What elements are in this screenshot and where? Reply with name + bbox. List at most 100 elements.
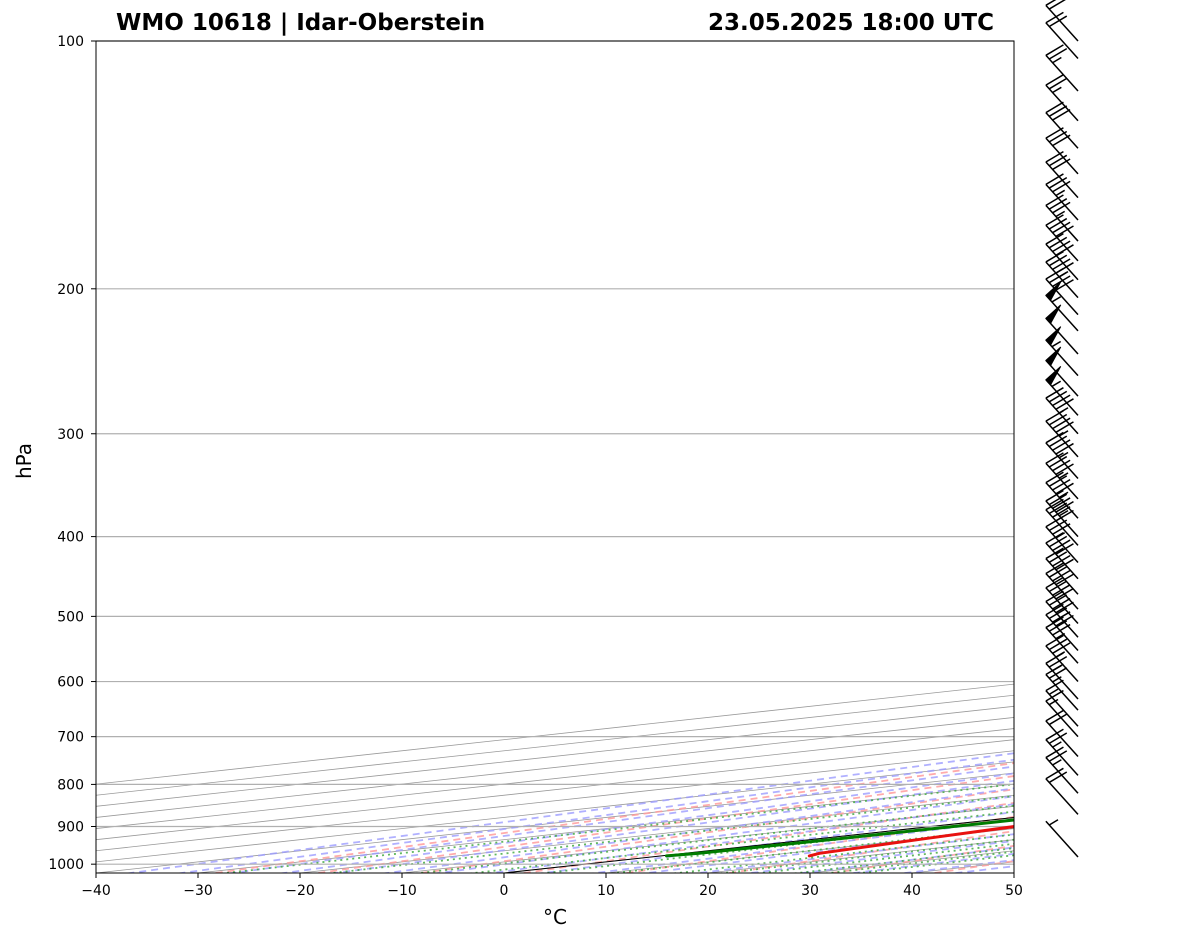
wind-barb-shaft — [1045, 4, 1079, 42]
wind-barb-flag — [1045, 679, 1064, 692]
wind-barb — [1045, 689, 1079, 738]
wind-barb-shaft — [1045, 509, 1079, 546]
x-tick-label: 40 — [903, 883, 921, 899]
wind-barb — [1045, 498, 1079, 546]
wind-barb-shaft — [1045, 757, 1079, 794]
x-axis-label: °C — [543, 905, 567, 929]
mixing-ratio-line — [411, 804, 1014, 873]
wind-barb-shaft — [1045, 645, 1079, 683]
x-tick-label: −40 — [81, 883, 111, 899]
mixing-ratio-line — [537, 818, 1014, 873]
wind-barb-shaft — [1045, 558, 1079, 595]
wind-barb-shaft — [1045, 22, 1079, 59]
wind-barb-flag — [1048, 771, 1068, 784]
wind-barb-half-flag — [1055, 210, 1066, 218]
wind-barb-shaft — [1045, 690, 1079, 727]
wind-barb — [1045, 590, 1079, 638]
wind-barb-flag — [1048, 236, 1068, 249]
y-tick-label: 500 — [57, 609, 84, 625]
mixing-ratio-line — [324, 795, 1014, 873]
wind-barb-flag — [1052, 221, 1071, 234]
wind-barb-flag — [1045, 11, 1064, 24]
wind-barb-flag — [1052, 240, 1071, 253]
moist-adiabat-line — [483, 803, 1014, 873]
wind-barb-flag — [1045, 387, 1064, 399]
wind-barb-flag — [1045, 0, 1057, 6]
wind-barb-flag — [1048, 177, 1068, 189]
wind-barb-flag — [1045, 728, 1064, 741]
wind-barb-shaft — [1045, 739, 1079, 776]
y-tick-label: 900 — [57, 820, 84, 836]
wind-barb-shaft — [1045, 778, 1079, 815]
wind-barb-flag — [1045, 709, 1064, 722]
pressure-gridlines — [96, 40, 1014, 865]
wind-barb-flag — [1045, 194, 1064, 207]
wind-barb-flag — [1045, 101, 1064, 114]
wind-barb-half-flag — [1058, 407, 1069, 414]
wind-barb-shaft — [1045, 294, 1079, 332]
wind-barb-flag — [1048, 638, 1068, 651]
wind-barb-flag — [1052, 597, 1071, 610]
wind-barb-shaft — [1045, 359, 1079, 397]
x-tick-label: −10 — [387, 883, 417, 899]
wind-barb-shaft — [1045, 161, 1079, 199]
wind-barb-half-flag — [1058, 472, 1069, 479]
wind-barb-flag — [1045, 590, 1064, 603]
wind-barb-flag — [1048, 217, 1068, 230]
wind-barb-half-flag — [1052, 56, 1062, 64]
wind-barb-half-flag — [1052, 676, 1062, 683]
wind-barb-shaft — [1045, 442, 1079, 480]
wind-barb — [1045, 603, 1079, 651]
wind-barb-shaft — [1045, 204, 1079, 242]
wind-barb-half-flag — [1052, 86, 1062, 94]
wind-barb-shaft — [1045, 627, 1079, 664]
wind-barb-shaft — [1045, 700, 1079, 738]
wind-barb-flag — [1045, 498, 1064, 511]
wind-barb-flag — [1052, 478, 1071, 491]
moist-adiabat-line — [535, 811, 1014, 873]
wind-barb-flag — [1045, 489, 1064, 502]
y-tick-label: 100 — [57, 34, 84, 50]
wind-barb-half-flag — [1052, 664, 1062, 672]
wind-barb-shaft — [1045, 183, 1079, 221]
wind-barb-flag — [1048, 15, 1068, 28]
wind-barb — [1045, 452, 1079, 500]
wind-barb-half-flag — [1052, 759, 1062, 766]
wind-barb-half-flag — [1048, 688, 1059, 695]
x-tick-label: 10 — [597, 883, 615, 899]
wind-barb-flag — [1048, 475, 1068, 487]
wind-barb-flag — [1048, 667, 1068, 679]
wind-barb — [1045, 101, 1079, 149]
wind-barb-flag — [1052, 201, 1071, 214]
wind-barb-flag — [1048, 0, 1066, 10]
moist-adiabat-line — [277, 772, 1014, 873]
wind-barb — [1045, 304, 1079, 355]
wind-barb-flag — [1055, 225, 1074, 238]
wind-barb-half-flag — [1058, 270, 1069, 278]
wind-barb-flag — [1045, 214, 1064, 226]
wind-barb — [1045, 709, 1079, 758]
wind-barb-shaft — [1045, 317, 1079, 355]
y-tick-label: 200 — [57, 282, 84, 298]
wind-barb-shaft — [1045, 500, 1079, 538]
wind-barb-shaft — [1045, 54, 1079, 92]
x-tick-label: 50 — [1005, 883, 1023, 899]
y-axis-ticks: 1000 900 800 700 600 500 400 300 200 100 — [48, 34, 96, 873]
isotherm-line — [96, 683, 1014, 785]
wind-barb-shaft — [1045, 84, 1079, 122]
wind-barb-flag — [1048, 607, 1068, 620]
wind-barb-flag — [1045, 233, 1064, 245]
wind-barb-flag — [1055, 482, 1074, 495]
wind-barb-pennant — [1045, 304, 1062, 325]
dry-adiabat-line — [318, 775, 1014, 873]
wind-barb-flag — [1048, 655, 1068, 668]
dry-adiabat-line — [215, 762, 1014, 873]
wind-barb-flag — [1045, 74, 1064, 86]
wind-barb-shaft — [1045, 137, 1079, 175]
x-tick-label: −30 — [183, 883, 213, 899]
wind-barb-flag — [1055, 501, 1074, 513]
wind-barb-half-flag — [1051, 340, 1062, 348]
wind-barb-shaft — [1045, 243, 1079, 281]
wind-barb-shaft — [1045, 662, 1079, 700]
